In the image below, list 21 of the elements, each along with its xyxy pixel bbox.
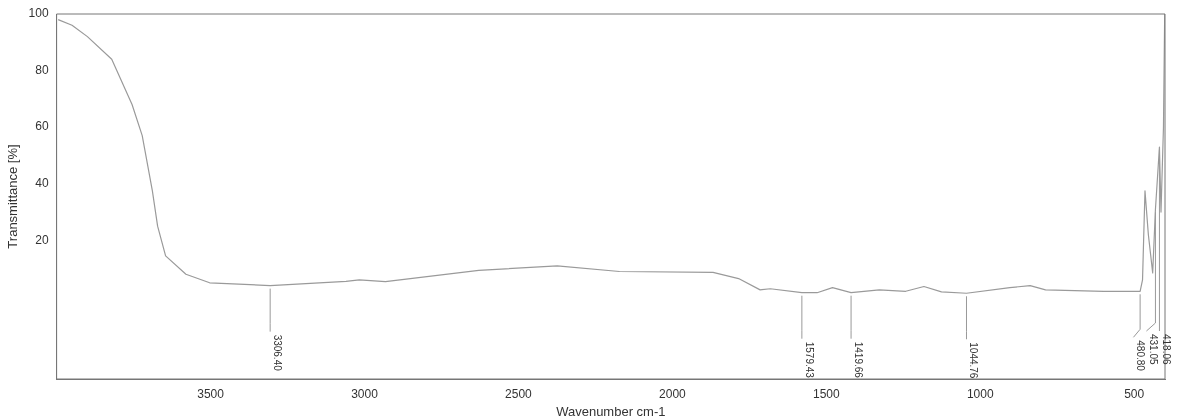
annotation: 3306.40 xyxy=(272,334,284,372)
y-tick-label: 20 xyxy=(35,232,49,247)
annotation: 1044.76 xyxy=(968,342,980,379)
y-tick-label: 40 xyxy=(35,176,49,191)
x-tick-label: 500 xyxy=(1124,386,1145,401)
y-tick-label: 100 xyxy=(28,6,49,21)
x-tick-label: 3500 xyxy=(197,386,225,401)
x-tick-label: 1000 xyxy=(966,386,994,401)
annotation: 418.06 xyxy=(1161,334,1173,366)
annotation: 480.80 xyxy=(1135,340,1147,372)
x-axis-title: Wavenumber cm-1 xyxy=(556,403,666,419)
y-tick-label: 80 xyxy=(35,62,49,77)
y-axis-title: Transmittance [%] xyxy=(5,144,21,249)
annotation: 1579.43 xyxy=(803,341,815,379)
annotation: 431.05 xyxy=(1148,334,1160,366)
x-tick-label: 2000 xyxy=(659,386,687,401)
y-tick-label: 60 xyxy=(35,119,49,134)
x-tick-label: 1500 xyxy=(812,386,840,401)
annotation: 1419.66 xyxy=(853,341,865,379)
x-tick-label: 2500 xyxy=(505,386,533,401)
x-tick-label: 3000 xyxy=(351,386,379,401)
